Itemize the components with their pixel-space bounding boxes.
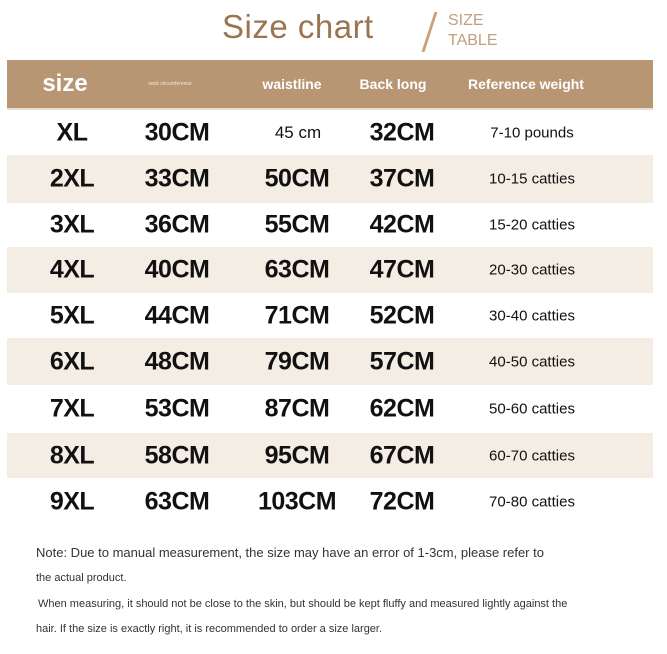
cell-size: 4XL xyxy=(49,255,95,284)
table-row: 5XL 44CM 71CM 52CM 30-40 catties xyxy=(7,293,653,338)
table-row: 6XL 48CM 79CM 57CM 40-50 catties xyxy=(7,338,653,385)
cell-weight: 15-20 catties xyxy=(489,216,575,234)
cell-waist: 71CM xyxy=(264,301,330,329)
table-row: 4XL 40CM 63CM 47CM 20-30 catties xyxy=(7,247,653,293)
cell-neck: 48CM xyxy=(144,347,210,375)
cell-weight: 20-30 catties xyxy=(489,261,575,279)
cell-weight: 10-15 catties xyxy=(489,170,575,188)
header-waistline: waistline xyxy=(262,76,322,92)
cell-waist: 103CM xyxy=(257,487,337,515)
subtitle-line: TABLE xyxy=(448,32,498,49)
cell-size: 2XL xyxy=(49,164,95,193)
cell-size: 5XL xyxy=(49,301,95,329)
cell-size: 8XL xyxy=(49,441,95,469)
cell-waist: 45 cm xyxy=(274,122,322,142)
cell-weight: 30-40 catties xyxy=(489,307,575,324)
table-row: 3XL 36CM 55CM 42CM 15-20 catties xyxy=(7,203,653,247)
subtitle-line: SIZE xyxy=(448,12,484,29)
table-row: XL 30CM 45 cm 32CM 7-10 pounds xyxy=(7,110,653,155)
cell-back: 62CM xyxy=(369,394,435,423)
header-back-long: Back long xyxy=(359,76,427,92)
cell-weight: 50-60 catties xyxy=(489,400,575,418)
cell-neck: 63CM xyxy=(144,487,210,515)
cell-back: 67CM xyxy=(369,441,435,469)
cell-neck: 58CM xyxy=(144,441,210,469)
cell-size: 9XL xyxy=(49,487,95,515)
cell-neck: 53CM xyxy=(144,394,210,423)
cell-neck: 40CM xyxy=(144,255,210,284)
header-neck: neck circumference xyxy=(148,81,192,87)
table-row: 2XL 33CM 50CM 37CM 10-15 catties xyxy=(7,155,653,203)
cell-weight: 7-10 pounds xyxy=(490,124,574,141)
note-line: Note: Due to manual measurement, the siz… xyxy=(36,545,544,560)
note-line: the actual product. xyxy=(36,572,127,584)
cell-weight: 60-70 catties xyxy=(489,447,575,464)
cell-waist: 63CM xyxy=(264,255,330,284)
cell-size: 6XL xyxy=(49,347,95,375)
cell-back: 47CM xyxy=(369,255,435,284)
cell-waist: 55CM xyxy=(264,210,330,239)
cell-size: 7XL xyxy=(49,394,95,423)
table-row: 8XL 58CM 95CM 67CM 60-70 catties xyxy=(7,433,653,478)
cell-neck: 44CM xyxy=(144,301,210,329)
note-line: When measuring, it should not be close t… xyxy=(38,598,568,610)
cell-waist: 79CM xyxy=(264,347,330,375)
chart-title: Size chart xyxy=(222,8,374,45)
note-line: hair. If the size is exactly right, it i… xyxy=(36,623,383,635)
title-divider xyxy=(421,12,438,52)
cell-back: 52CM xyxy=(369,301,435,329)
cell-neck: 33CM xyxy=(144,164,210,193)
cell-weight: 40-50 catties xyxy=(489,353,575,370)
header-reference-weight: Reference weight xyxy=(468,76,584,92)
table-row: 9XL 63CM 103CM 72CM 70-80 catties xyxy=(7,478,653,525)
cell-waist: 50CM xyxy=(264,164,330,193)
cell-waist: 95CM xyxy=(264,441,330,469)
cell-back: 42CM xyxy=(369,210,435,239)
cell-neck: 30CM xyxy=(144,118,210,146)
cell-back: 72CM xyxy=(369,487,435,515)
cell-size: XL xyxy=(56,118,88,146)
cell-waist: 87CM xyxy=(264,394,330,423)
table-row: 7XL 53CM 87CM 62CM 50-60 catties xyxy=(7,385,653,433)
table-header: size neck circumference waistline Back l… xyxy=(7,60,653,110)
cell-neck: 36CM xyxy=(144,210,210,239)
cell-back: 57CM xyxy=(369,347,435,375)
cell-weight: 70-80 catties xyxy=(489,493,575,510)
cell-back: 37CM xyxy=(369,164,435,193)
cell-size: 3XL xyxy=(49,210,95,239)
chart-subtitle: SIZE TABLE xyxy=(448,11,498,51)
cell-back: 32CM xyxy=(369,118,435,146)
header-size: size xyxy=(42,70,88,97)
